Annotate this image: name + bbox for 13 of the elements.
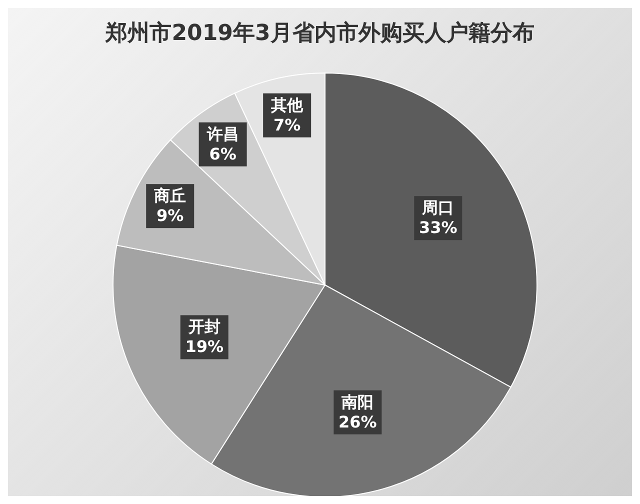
slice-label: 其他 <box>270 95 304 114</box>
data-label: 33% <box>418 218 458 238</box>
data-label: 7% <box>273 115 301 134</box>
slice-label: 南阳 <box>340 392 374 412</box>
data-label: 9% <box>156 206 184 226</box>
data-label: 6% <box>209 144 236 164</box>
slice-label: 商丘 <box>153 186 186 206</box>
slice-label: 周口 <box>421 198 454 218</box>
slice-label: 开封 <box>187 317 220 336</box>
data-label: 19% <box>185 337 224 356</box>
data-label: 26% <box>338 412 377 432</box>
chart-title: 郑州市2019年3月省内市外购买人户籍分布 <box>104 20 536 48</box>
slice-label: 许昌 <box>206 124 239 144</box>
